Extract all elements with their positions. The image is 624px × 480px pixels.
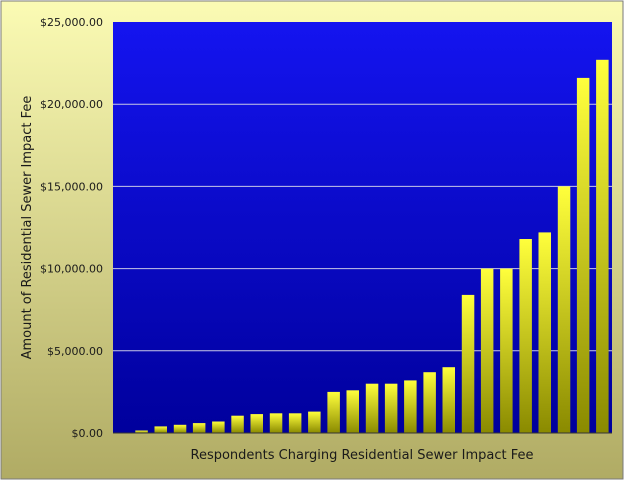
bar [231, 415, 244, 433]
bar [557, 186, 571, 433]
bar [538, 232, 551, 433]
bar [596, 59, 609, 434]
bar [173, 424, 187, 433]
bar [192, 423, 206, 433]
y-axis-title: Amount of Residential Sewer Impact Fee [20, 96, 35, 360]
bar [500, 268, 513, 433]
bar [308, 411, 321, 433]
bar [135, 430, 148, 433]
y-tick-label: $10,000.00 [40, 263, 103, 276]
bar [269, 413, 283, 433]
y-tick-labels: $0.00 $5,000.00 $10,000.00 $15,000.00 $20,00… [40, 16, 103, 440]
bar [288, 413, 302, 433]
y-tick-label: $5,000.00 [47, 345, 103, 358]
y-tick-label: $25,000.00 [40, 16, 103, 29]
bar [212, 421, 225, 433]
bar [480, 268, 494, 433]
bar [404, 380, 417, 433]
y-tick-label: $15,000.00 [40, 180, 103, 193]
y-tick-label: $0.00 [72, 427, 104, 440]
bar [327, 391, 340, 433]
bar [154, 426, 167, 433]
bar [576, 77, 590, 434]
x-axis-title: Respondents Charging Residential Sewer I… [191, 448, 534, 463]
bar [519, 239, 532, 433]
bar [423, 372, 436, 433]
bar [384, 383, 398, 433]
bar [365, 383, 379, 433]
bar [442, 367, 455, 433]
plot-area [113, 22, 612, 433]
bar [346, 390, 359, 433]
bars [135, 59, 609, 434]
y-tick-label: $20,000.00 [40, 98, 103, 111]
bar [250, 414, 263, 433]
bar [461, 294, 475, 433]
